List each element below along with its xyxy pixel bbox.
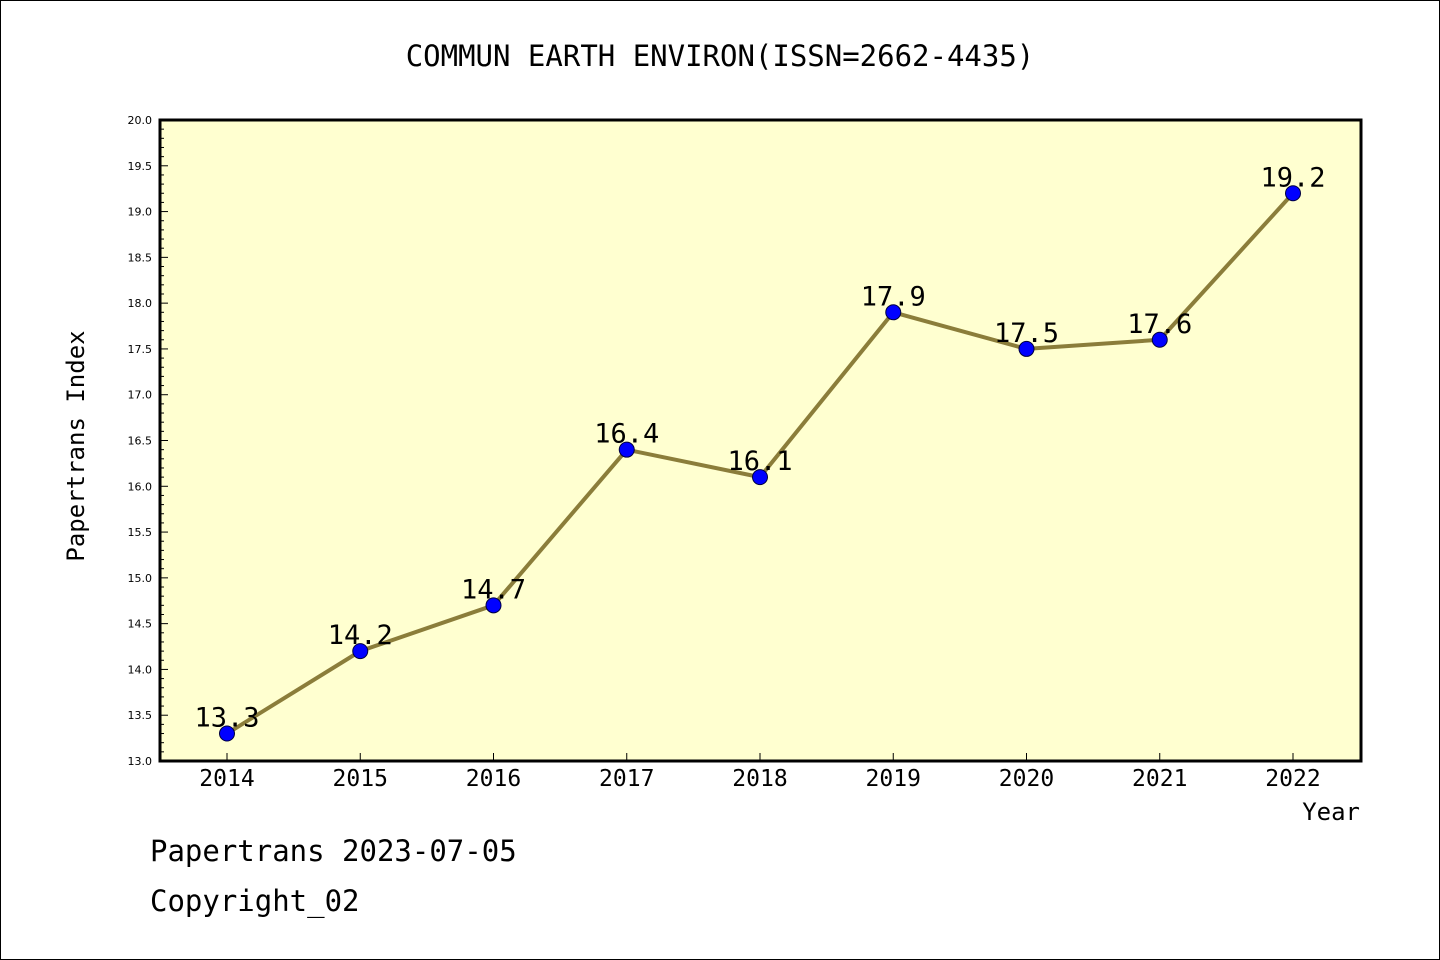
data-point — [752, 469, 768, 486]
y-tick-label: 17.0 — [128, 389, 153, 402]
y-tick-label: 14.5 — [128, 618, 153, 631]
data-point — [485, 597, 502, 614]
data-point — [1151, 331, 1168, 348]
footer-brand: Papertrans 2023-07-05 — [150, 834, 517, 868]
series-layer — [219, 185, 1301, 742]
x-tick-label: 2020 — [999, 766, 1054, 792]
data-label: 19.2 — [1260, 162, 1325, 193]
data-point — [885, 304, 902, 321]
x-axis: 2014 2015 2016 2017 2018 2019 2020 2021 2022 — [199, 753, 1321, 792]
data-label: 14.2 — [328, 620, 393, 651]
y-tick-label: 19.5 — [128, 160, 153, 173]
x-tick-label: 2016 — [466, 766, 521, 792]
y-tick-label: 15.0 — [128, 572, 153, 585]
y-tick-label: 16.5 — [128, 435, 153, 448]
y-tick-label: 20.0 — [128, 114, 153, 127]
x-axis-label: Year — [1302, 798, 1360, 826]
footer-copyright: Copyright_02 — [150, 884, 360, 918]
data-label: 17.9 — [861, 281, 926, 312]
y-tick-label: 17.5 — [128, 343, 153, 356]
data-label: 14.7 — [461, 574, 526, 605]
y-tick-label: 14.0 — [128, 663, 153, 676]
x-tick-label: 2019 — [866, 766, 921, 792]
x-tick-label: 2018 — [732, 766, 787, 792]
x-tick-label: 2014 — [199, 766, 254, 792]
y-tick-label: 13.5 — [128, 709, 153, 722]
data-point — [618, 441, 635, 458]
y-tick-label: 16.0 — [128, 480, 153, 493]
data-label: 16.1 — [727, 446, 792, 477]
y-axis-label: Papertrans Index — [62, 330, 90, 561]
data-label-layer: 13.3 14.2 14.7 16.4 16.1 17.9 17.5 17.6 19.2 — [194, 162, 1325, 733]
data-point — [1018, 340, 1035, 357]
data-label: 13.3 — [194, 703, 259, 734]
data-label: 16.4 — [594, 419, 659, 450]
y-tick-label: 18.5 — [128, 251, 153, 264]
x-tick-label: 2021 — [1132, 766, 1187, 792]
chart-title: COMMUN EARTH ENVIRON(ISSN=2662-4435) — [406, 39, 1035, 73]
x-tick-label: 2017 — [599, 766, 654, 792]
y-tick-label: 15.5 — [128, 526, 153, 539]
data-label: 17.5 — [994, 318, 1059, 349]
data-point — [219, 725, 235, 742]
y-tick-label: 19.0 — [128, 206, 153, 219]
y-tick-label: 13.0 — [128, 755, 153, 768]
data-label: 17.6 — [1127, 309, 1192, 340]
y-tick-label: 18.0 — [128, 297, 153, 310]
y-axis: 13.0 13.5 14.0 14.5 15.0 15.5 16.0 16.5 17.0 17.5… — [128, 114, 168, 768]
data-point — [1285, 185, 1301, 202]
data-point — [352, 643, 369, 660]
x-tick-label: 2015 — [333, 766, 388, 792]
x-tick-label: 2022 — [1265, 766, 1320, 792]
